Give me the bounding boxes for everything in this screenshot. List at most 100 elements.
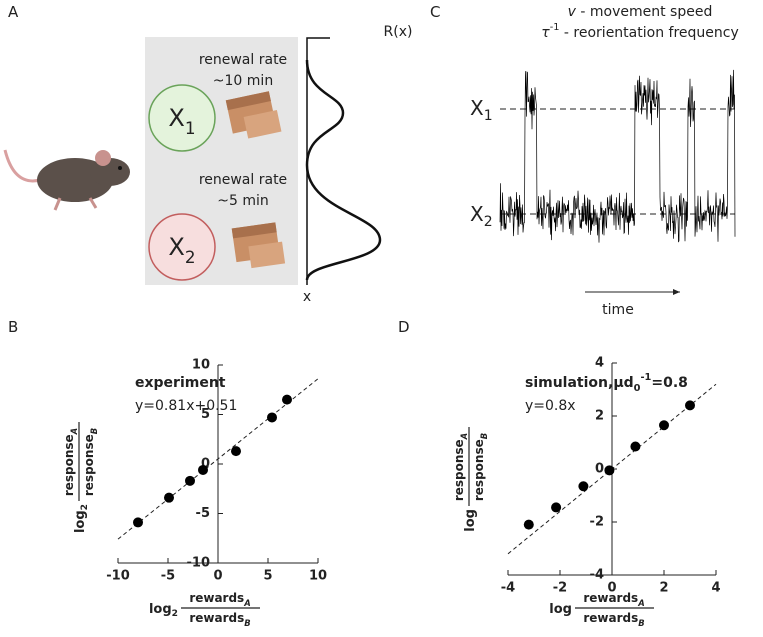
text-part: 2 — [484, 214, 493, 230]
chart-title: simulation,μd0-1=0.8 — [525, 372, 688, 394]
text-part: D — [398, 318, 410, 336]
text-part: rewards — [189, 591, 244, 605]
level-label: X1 — [470, 96, 493, 124]
text-part: response — [472, 439, 486, 501]
x-tick-label: -10 — [106, 569, 130, 584]
r-axis — [306, 37, 330, 285]
text-part: B — [89, 428, 99, 434]
trace — [499, 69, 736, 243]
site-circle — [148, 84, 216, 152]
r-label: R(x) — [384, 24, 413, 40]
time-label: time — [602, 302, 634, 318]
x-tick-label: 5 — [263, 569, 272, 584]
text-part: response — [82, 434, 96, 496]
axis-title-prefix: log2 — [73, 504, 91, 533]
chart: -10 -5 0 5 10 -10 -5 0 5 10 experiment y=0.81x+0.51… — [8, 318, 327, 628]
point — [604, 465, 615, 476]
site-label: X1 — [168, 104, 195, 138]
text-part: τ — [541, 25, 550, 41]
text-part: B — [8, 318, 18, 336]
text-part: C — [430, 3, 440, 21]
text-part: log — [73, 510, 88, 533]
text-part: 1 — [185, 118, 196, 138]
text-part: A — [459, 433, 469, 440]
x-label: x — [303, 289, 311, 305]
text-part: rewards — [189, 611, 244, 625]
text-part: 2 — [80, 504, 90, 510]
text-part: A — [69, 428, 79, 435]
legend-text: τ-1 - reorientation frequency — [541, 22, 738, 41]
rate-value: ~5 min — [217, 193, 269, 209]
point — [198, 464, 208, 475]
text-part: A — [243, 598, 250, 608]
y-tick-label: 0 — [595, 462, 604, 477]
fit-label: y=0.81x+0.51 — [135, 398, 237, 414]
x-tick-label: 10 — [309, 569, 327, 584]
point — [551, 502, 562, 513]
reward-box — [231, 222, 286, 269]
panel-letter: B — [8, 318, 18, 336]
mouse — [3, 149, 130, 211]
text-part: -1 — [550, 22, 560, 33]
text-part: A — [8, 3, 19, 21]
panel-letter: A — [8, 3, 19, 21]
axis-title-numerator: responseA — [452, 433, 469, 501]
text-part: =0.8 — [651, 375, 688, 391]
y-tick-label: 2 — [595, 409, 604, 424]
text-part: - movement speed — [576, 4, 712, 20]
point — [523, 519, 534, 530]
rate-value: ~10 min — [213, 73, 273, 89]
rate-label: renewal rate — [199, 52, 287, 68]
point — [630, 441, 641, 452]
text-part: - reorientation frequency — [559, 25, 738, 41]
y-tick-label: -10 — [187, 556, 211, 571]
y-tick-label: 0 — [201, 457, 210, 472]
text-part: v — [568, 4, 577, 20]
text-part: -1 — [640, 372, 651, 383]
axis-title-prefix: log — [549, 602, 572, 617]
y-tick-label: -4 — [590, 568, 604, 583]
reward-box — [225, 91, 282, 139]
axis-title-denominator: rewardsB — [189, 611, 250, 628]
x-tick-label: -5 — [161, 569, 175, 584]
x-tick-label: 4 — [711, 581, 720, 596]
axis-title-numerator: rewardsA — [189, 591, 250, 608]
text-part: 1 — [484, 108, 493, 124]
panel-letter: D — [398, 318, 410, 336]
site-label: X2 — [168, 233, 195, 267]
point — [685, 400, 695, 411]
point — [659, 420, 669, 431]
point — [164, 492, 174, 503]
text-part: simulation,μd — [525, 375, 634, 391]
x-tick-label: 0 — [607, 581, 616, 596]
text-part: X — [470, 96, 484, 120]
text-part: B — [479, 433, 489, 439]
axis-title-denominator: responseB — [472, 433, 489, 501]
text-part: X — [168, 233, 184, 261]
text-part: response — [62, 434, 76, 496]
point — [267, 412, 277, 423]
text-part: 2 — [172, 609, 178, 619]
text-part: log — [463, 509, 478, 532]
chart-title: experiment — [135, 375, 226, 391]
rate-label: renewal rate — [199, 172, 287, 188]
text-part: A — [637, 598, 644, 608]
fit-label: y=0.8x — [525, 398, 576, 414]
y-tick-label: -2 — [590, 515, 604, 530]
y-tick-label: 4 — [595, 356, 604, 371]
text-part: rewards — [583, 611, 638, 625]
level-label: X2 — [470, 202, 493, 230]
panel-letter: C — [430, 3, 440, 21]
legend-text: v - movement speed — [568, 4, 713, 20]
x-tick-label: 0 — [213, 569, 222, 584]
text-part: X — [168, 104, 184, 132]
axis-title-numerator: rewardsA — [583, 591, 644, 608]
point — [231, 446, 241, 457]
axis-title-denominator: rewardsB — [583, 611, 644, 628]
axis-title-prefix: log — [463, 509, 478, 532]
